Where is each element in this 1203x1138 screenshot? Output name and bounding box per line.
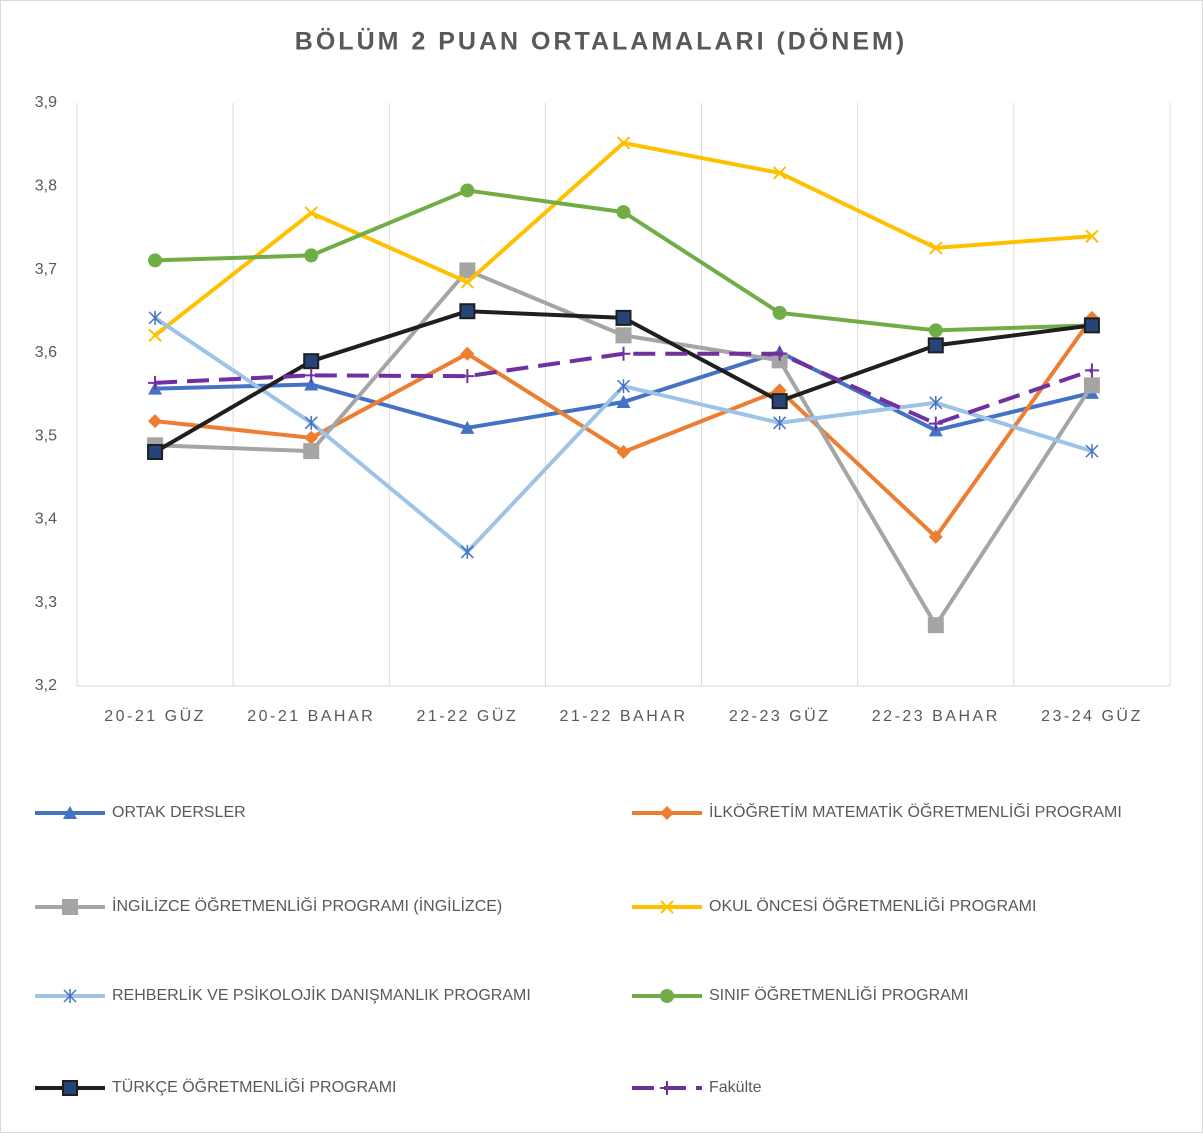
- series-marker: [1085, 229, 1099, 243]
- series-marker: [304, 206, 318, 220]
- series-marker: [772, 346, 787, 361]
- series-marker: [615, 327, 632, 344]
- series-marker: [303, 443, 320, 460]
- series-marker: [929, 395, 943, 410]
- series-marker: [460, 420, 475, 434]
- series-marker: [1083, 317, 1100, 334]
- legend-label: Fakülte: [709, 1079, 762, 1096]
- legend-marker: [660, 806, 674, 820]
- series-marker: [615, 309, 632, 326]
- x-tick-label: 22-23 GÜZ: [729, 707, 831, 725]
- series-marker: [148, 328, 162, 343]
- series-marker: [1085, 444, 1099, 459]
- x-tick-label: 20-21 BAHAR: [247, 708, 375, 725]
- chart-title: BÖLÜM 2 PUAN ORTALAMALARI (DÖNEM): [295, 27, 907, 56]
- series-marker: [616, 205, 631, 220]
- series-marker: [773, 415, 787, 430]
- series-marker: [928, 529, 943, 544]
- legend-marker: [660, 989, 674, 1003]
- series-marker: [616, 136, 631, 150]
- series-marker: [616, 444, 631, 459]
- legend-label: REHBERLİK VE PSİKOLOJİK DANIŞMANLIK PROG…: [112, 985, 531, 1004]
- legend-marker: [62, 899, 78, 915]
- y-tick-label: 3,7: [35, 261, 57, 278]
- y-tick-label: 3,3: [35, 594, 57, 611]
- x-tick-label: 21-22 GÜZ: [417, 707, 519, 725]
- series-marker: [459, 303, 476, 320]
- series-marker: [771, 393, 788, 410]
- x-tick-label: 22-23 BAHAR: [872, 708, 1000, 725]
- series-marker: [616, 379, 631, 394]
- legend-marker: [63, 806, 77, 819]
- x-tick-label: 23-24 GÜZ: [1041, 707, 1143, 725]
- series-marker: [772, 166, 787, 180]
- series-marker: [772, 305, 787, 320]
- series-marker: [148, 310, 162, 325]
- series-marker: [616, 394, 631, 408]
- y-tick-label: 3,4: [35, 511, 57, 528]
- series-marker: [929, 241, 943, 255]
- series-marker: [927, 617, 944, 634]
- legend-label: SINIF ÖĞRETMENLİĞİ PROGRAMI: [709, 985, 969, 1004]
- x-tick-label: 21-22 BAHAR: [560, 708, 688, 725]
- series-marker: [459, 262, 476, 279]
- legend-marker: [62, 1080, 78, 1096]
- legend-label: OKUL ÖNCESİ ÖĞRETMENLİĞİ PROGRAMI: [709, 896, 1036, 915]
- series-marker: [303, 353, 320, 370]
- x-tick-label: 20-21 GÜZ: [104, 707, 206, 725]
- series-marker: [304, 415, 318, 430]
- legend-label: TÜRKÇE ÖĞRETMENLİĞİ PROGRAMI: [112, 1077, 396, 1096]
- series-marker: [148, 414, 163, 429]
- legend-marker: [660, 900, 674, 914]
- legend-marker: [63, 989, 77, 1003]
- series-marker: [304, 430, 319, 445]
- legend-label: ORTAK DERSLER: [112, 804, 246, 821]
- y-tick-label: 3,9: [35, 94, 57, 111]
- y-tick-label: 3,5: [35, 427, 57, 444]
- legend-marker: [660, 1081, 674, 1095]
- series-marker: [1084, 363, 1099, 378]
- series-marker: [148, 375, 163, 390]
- series-marker: [616, 346, 631, 361]
- y-tick-label: 3,8: [35, 178, 57, 195]
- legend-label: İLKÖĞRETİM MATEMATİK ÖĞRETMENLİĞİ PROGRA…: [709, 802, 1122, 821]
- series-marker: [148, 253, 163, 268]
- series-marker: [460, 183, 475, 198]
- series-marker: [460, 275, 475, 289]
- series-marker: [460, 544, 474, 559]
- series-marker: [928, 323, 943, 338]
- series-marker: [304, 377, 319, 391]
- series-marker: [304, 368, 319, 383]
- series-marker: [1083, 377, 1100, 394]
- series-marker: [928, 416, 943, 431]
- y-tick-label: 3,2: [35, 677, 57, 694]
- series-marker: [147, 443, 164, 460]
- series-marker: [460, 346, 475, 361]
- legend-label: İNGİLİZCE ÖĞRETMENLİĞİ PROGRAMI (İNGİLİZ…: [112, 896, 502, 915]
- series-marker: [927, 337, 944, 354]
- series-marker: [304, 248, 319, 263]
- series-marker: [460, 369, 475, 384]
- y-tick-label: 3,6: [35, 344, 57, 361]
